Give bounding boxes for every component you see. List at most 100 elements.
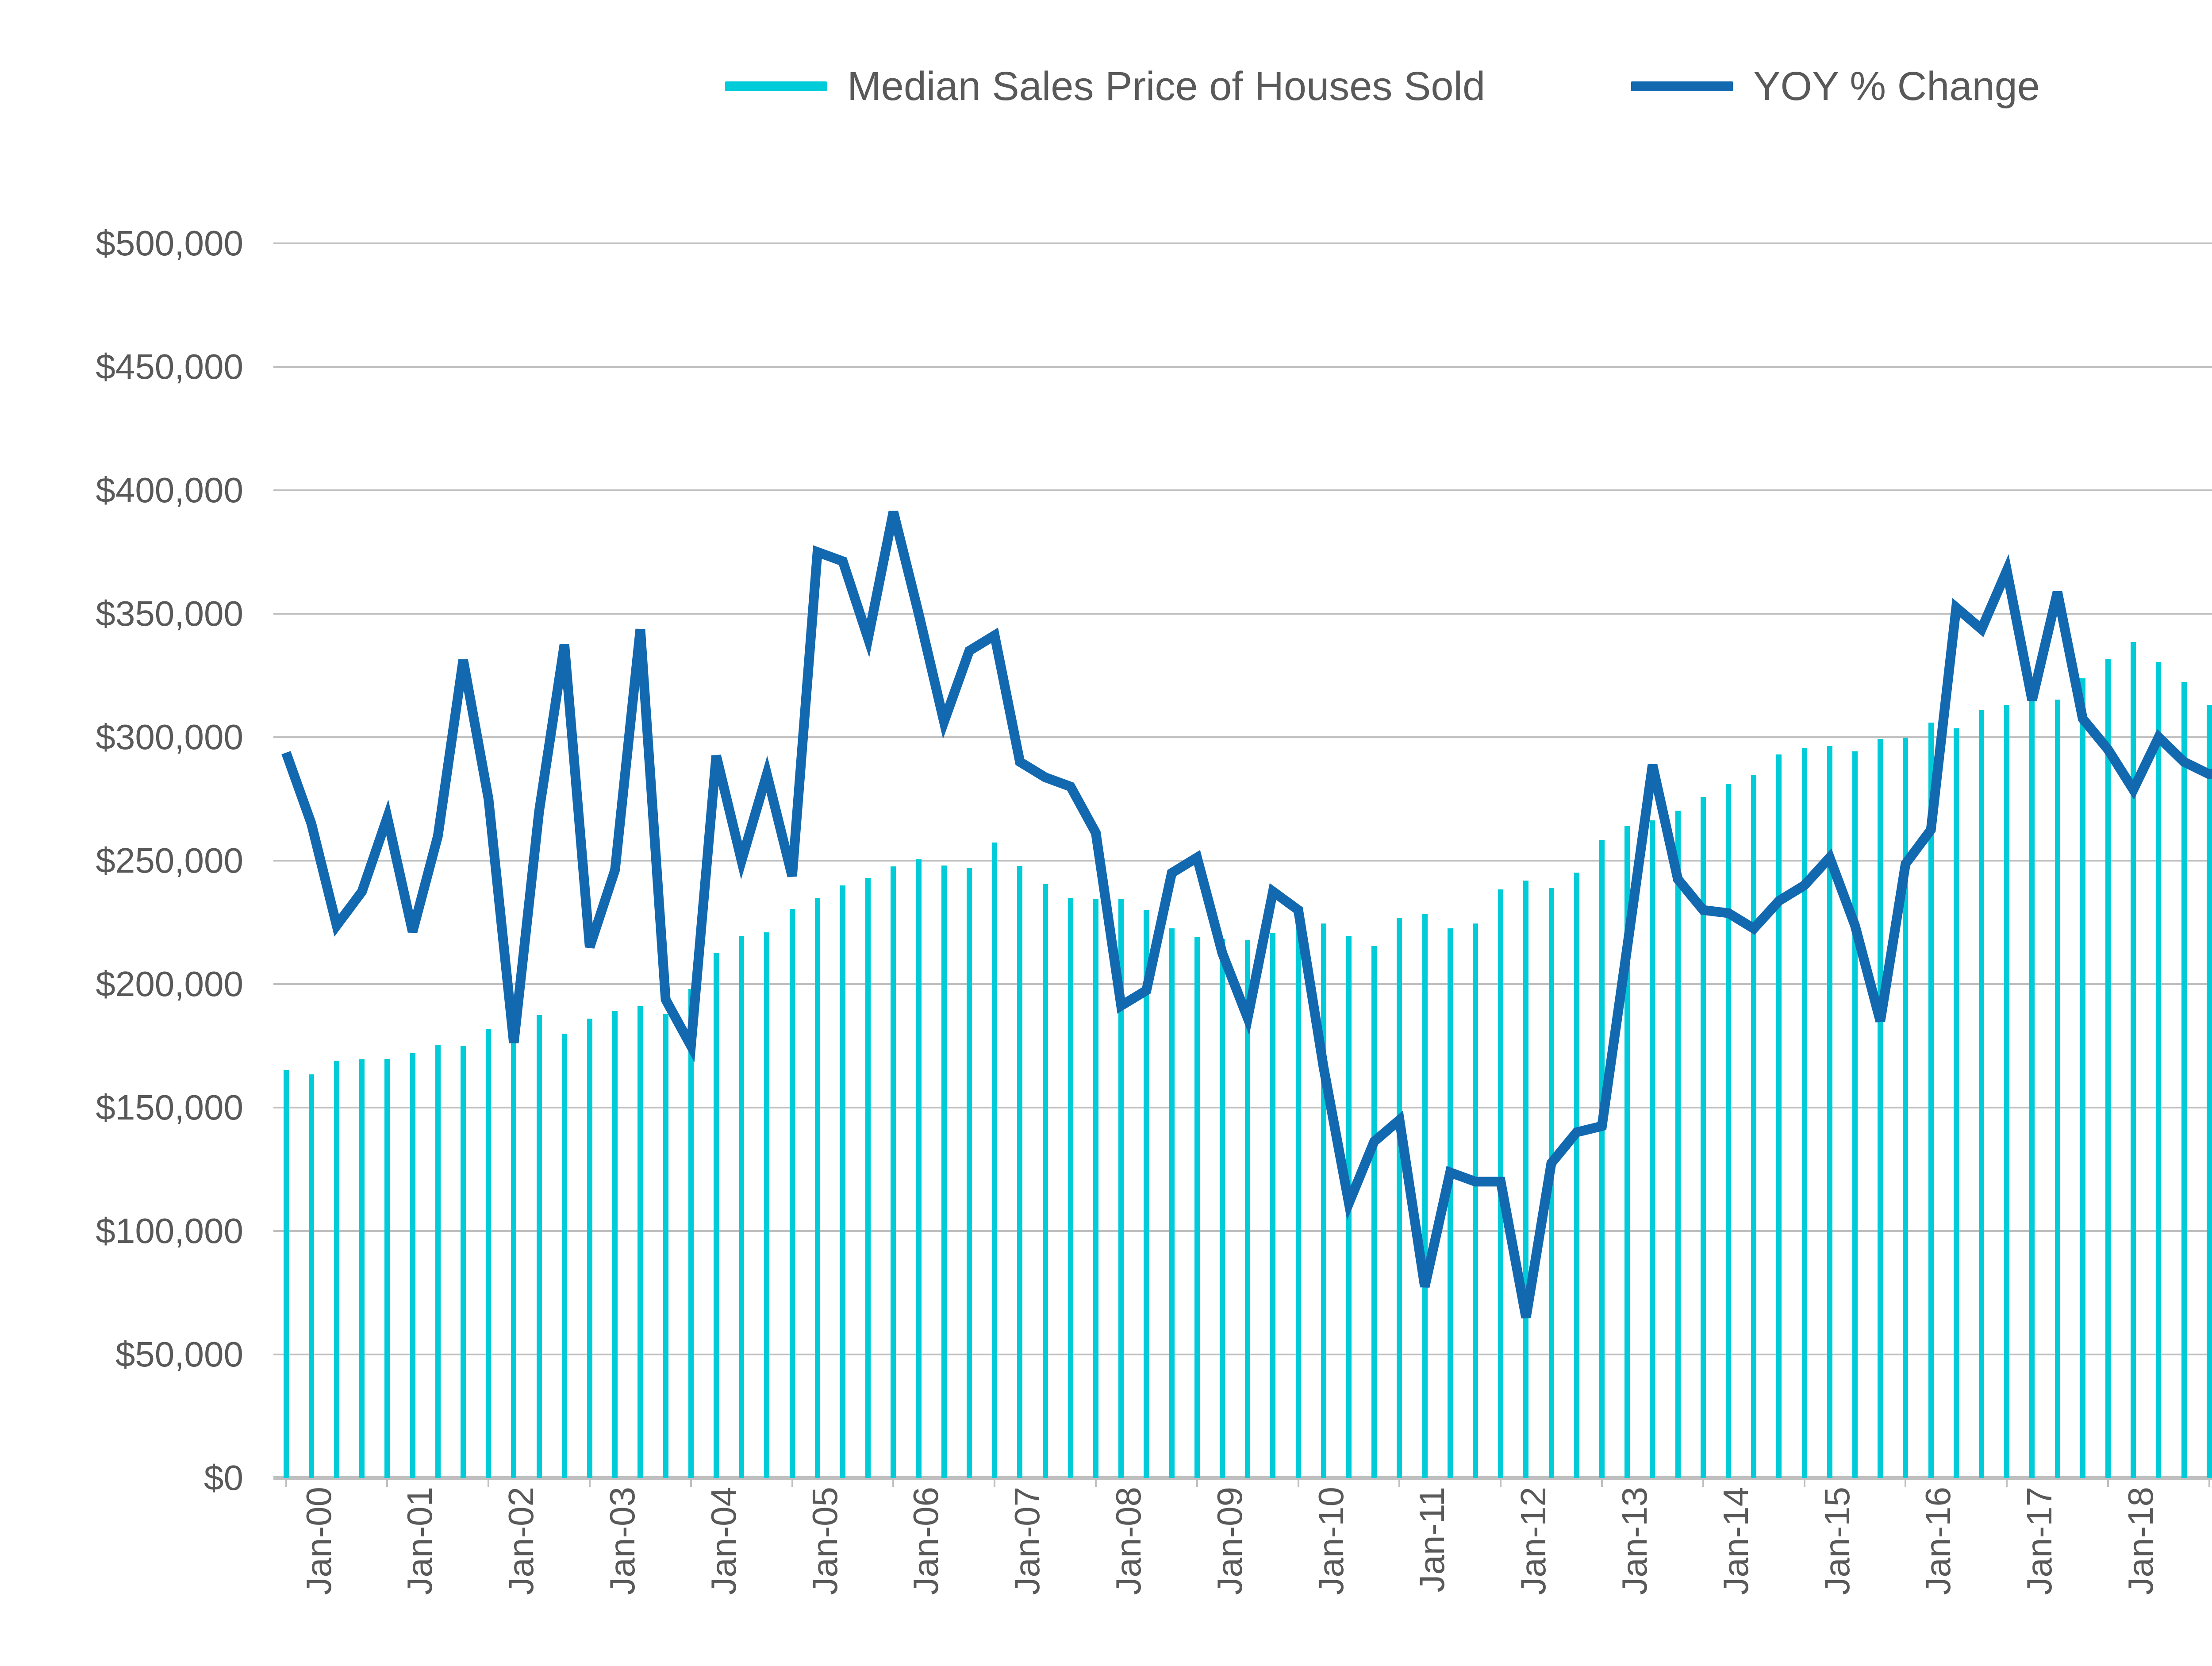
bar: [1118, 898, 1124, 1478]
y-axis-left-tick-label: $100,000: [96, 1211, 243, 1250]
y-axis-left-tick-label: $150,000: [96, 1088, 243, 1127]
bar: [637, 1006, 643, 1478]
bar: [1827, 746, 1832, 1478]
legend-item-yoy-change[interactable]: YOY % Change: [1631, 66, 2040, 107]
x-axis-tick-label: Jan-10: [1311, 1487, 1351, 1595]
gridline: [273, 1230, 2212, 1232]
bar: [1599, 840, 1605, 1478]
bar: [1726, 784, 1731, 1478]
gridline: [273, 613, 2212, 615]
bar: [1801, 748, 1807, 1478]
bar: [2206, 705, 2212, 1478]
bar: [1169, 928, 1175, 1478]
y-axis-left-tick-label: $250,000: [96, 841, 243, 880]
x-axis-tick-mark: [1905, 1480, 1907, 1487]
legend-label-median-price: Median Sales Price of Houses Sold: [847, 64, 1486, 109]
x-axis-tick-mark: [994, 1480, 996, 1487]
bar: [1270, 932, 1276, 1478]
bar: [435, 1044, 441, 1478]
bar: [2080, 678, 2085, 1478]
y-axis-left-tick-label: $0: [204, 1458, 243, 1497]
x-axis-tick-label: Jan-01: [400, 1487, 440, 1595]
bar: [2105, 658, 2111, 1478]
line-path: [281, 511, 2212, 1319]
y-axis-left-tick-label: $200,000: [96, 964, 243, 1004]
y-axis-left-tick-label: $450,000: [96, 347, 243, 386]
bar: [461, 1046, 466, 1478]
x-axis-tick-label: Jan-08: [1109, 1487, 1148, 1595]
bar: [1473, 923, 1478, 1478]
bar: [992, 842, 998, 1478]
bar: [1371, 946, 1377, 1478]
bar: [663, 1013, 668, 1478]
bar: [1144, 910, 1149, 1478]
bar: [612, 1011, 618, 1478]
bar: [1447, 928, 1453, 1478]
x-axis-tick-mark: [690, 1480, 692, 1487]
bar: [1068, 898, 1073, 1478]
bar: [1953, 728, 1959, 1478]
x-axis-tick-mark: [1702, 1480, 1704, 1487]
x-axis-tick-label: Jan-12: [1513, 1487, 1553, 1595]
gridline: [273, 242, 2212, 244]
x-axis-tick-mark: [1803, 1480, 1805, 1487]
bar: [688, 989, 694, 1478]
bar: [1650, 820, 1655, 1478]
x-axis-tick-mark: [1601, 1480, 1603, 1487]
x-axis-tick-mark: [589, 1480, 591, 1487]
x-axis-tick-mark: [1196, 1480, 1198, 1487]
y-axis-left-tick-label: $50,000: [115, 1335, 243, 1374]
bar: [1245, 940, 1251, 1478]
bar: [1675, 811, 1681, 1478]
bar: [1979, 710, 1984, 1478]
x-axis-tick-mark: [386, 1480, 388, 1487]
x-axis-tick-label: Jan-18: [2121, 1487, 2160, 1595]
bar: [967, 868, 972, 1478]
gridline: [273, 1107, 2212, 1108]
bar: [1878, 739, 1883, 1478]
gridline: [273, 736, 2212, 738]
x-axis-tick-label: Jan-14: [1716, 1487, 1755, 1595]
bar: [1017, 866, 1023, 1478]
bar: [561, 1033, 567, 1478]
bar: [1397, 917, 1402, 1478]
y-axis-left-tick-label: $350,000: [96, 594, 243, 633]
x-axis-tick-mark: [892, 1480, 895, 1487]
legend-item-median-price[interactable]: Median Sales Price of Houses Sold: [725, 66, 1485, 107]
bar: [714, 953, 719, 1478]
x-axis-tick-label: Jan-00: [299, 1487, 338, 1595]
x-axis-tick-label: Jan-02: [501, 1487, 541, 1595]
x-axis-tick-mark: [285, 1480, 287, 1487]
x-axis-tick-label: Jan-16: [1918, 1487, 1958, 1595]
bar: [359, 1059, 365, 1478]
line-swatch-icon: [1631, 81, 1733, 91]
x-axis-tick-label: Jan-05: [805, 1487, 845, 1595]
bar: [486, 1029, 492, 1478]
x-axis-tick-label: Jan-13: [1615, 1487, 1654, 1595]
bar: [1220, 939, 1225, 1478]
bar: [1700, 797, 1706, 1478]
bar: [840, 885, 845, 1478]
bar: [2156, 662, 2162, 1478]
x-axis-tick-mark: [1398, 1480, 1401, 1487]
bar: [283, 1070, 289, 1478]
bar: [1523, 880, 1529, 1478]
x-axis-tick-mark: [1297, 1480, 1299, 1487]
y-axis-left-tick-label: $300,000: [96, 717, 243, 757]
gridline: [273, 1354, 2212, 1355]
bar: [2004, 704, 2010, 1478]
x-axis-tick-label: Jan-04: [703, 1487, 743, 1595]
bar: [511, 1021, 517, 1478]
bar: [941, 866, 947, 1478]
x-axis-tick-label: Jan-11: [1412, 1487, 1452, 1593]
x-axis-tick-mark: [2208, 1480, 2210, 1487]
bar: [814, 897, 820, 1478]
x-axis-tick-mark: [1095, 1480, 1097, 1487]
x-axis-tick-label: Jan-15: [1817, 1487, 1857, 1595]
x-axis-tick-mark: [1500, 1480, 1502, 1487]
bar: [2181, 682, 2187, 1478]
bar: [1928, 722, 1934, 1478]
bar: [891, 866, 896, 1478]
bar: [764, 932, 770, 1478]
